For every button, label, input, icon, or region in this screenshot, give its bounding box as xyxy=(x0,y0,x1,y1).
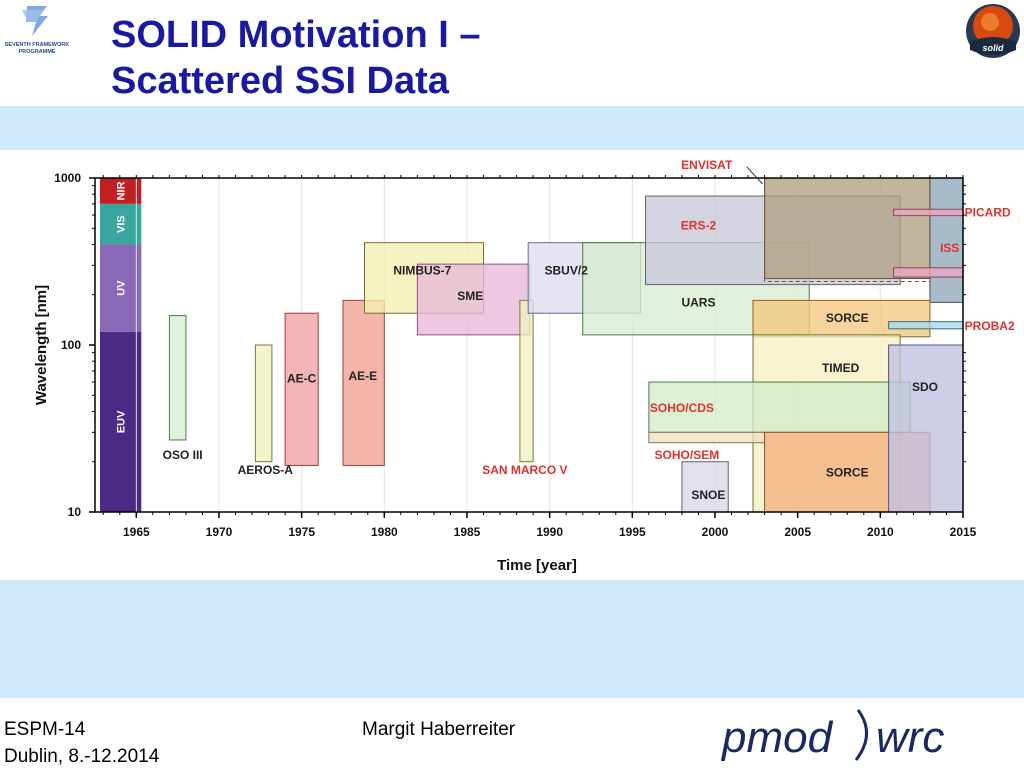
mission-bar-unlabeled-11 xyxy=(929,177,964,303)
fp7-label-line2: PROGRAMME xyxy=(19,49,56,55)
mission-label-ae-e-3: AE-E xyxy=(349,369,378,383)
pmod-wrc-logo: pmod wrc xyxy=(720,702,960,766)
y-tick-label-100: 100 xyxy=(61,338,81,352)
mission-bar-soho-sem-15 xyxy=(648,431,766,444)
pmod-logo-text: pmod xyxy=(720,713,834,762)
mission-label-sorce-17: SORCE xyxy=(826,466,869,480)
mission-bar-sdo-18 xyxy=(888,344,964,513)
solid-logo-text: solid xyxy=(982,43,1004,53)
footer-author: Margit Haberreiter xyxy=(362,719,516,740)
spectral-band-vis xyxy=(99,203,142,245)
mission-label-timed-13: TIMED xyxy=(822,361,860,375)
y-tick-label-1000: 1000 xyxy=(54,171,81,185)
spectral-band-label-nir: NIR xyxy=(116,181,128,200)
fp7-logo: SEVENTH FRAMEWORK PROGRAMME xyxy=(2,2,72,62)
mission-label-soho-cds-14: SOHO/CDS xyxy=(650,401,714,415)
envisat-leader-line xyxy=(746,166,763,185)
x-tick-label-2000: 2000 xyxy=(702,525,729,539)
bottom-band xyxy=(0,580,1024,698)
mission-label-iss-21: ISS xyxy=(940,241,959,255)
x-tick-label-2010: 2010 xyxy=(867,525,894,539)
wrc-logo-text: wrc xyxy=(876,713,944,762)
x-tick-label-1970: 1970 xyxy=(206,525,233,539)
mission-bar-aeros-a-1 xyxy=(254,344,273,463)
footer-left: ESPM-14 Dublin, 8.-12.2014 xyxy=(4,716,159,770)
y-tick-label-10: 10 xyxy=(68,505,82,519)
title-line-1: SOLID Motivation I – xyxy=(111,14,481,56)
spectral-band-euv xyxy=(99,331,142,512)
spectral-band-uv xyxy=(99,244,142,332)
spectral-band-label-euv: EUV xyxy=(116,410,128,433)
mission-bar-san-marco-v-6 xyxy=(519,299,534,463)
y-axis-label: Wavelength [nm] xyxy=(33,285,50,405)
mission-bar-proba2-22 xyxy=(888,321,964,330)
mission-label-proba2-22: PROBA2 xyxy=(965,319,1015,333)
mission-bar-sorce-12 xyxy=(752,299,931,338)
mission-label-ae-c-2: AE-C xyxy=(287,372,317,386)
mission-bar-envisat-19 xyxy=(764,177,931,283)
mission-label-san-marco-v-6: SAN MARCO V xyxy=(482,463,567,477)
mission-bar-unlabeled-10 xyxy=(764,177,931,280)
mission-bar-soho-cds-14 xyxy=(648,381,911,433)
mission-label-uars-8: UARS xyxy=(681,295,715,309)
footer-location-date: Dublin, 8.-12.2014 xyxy=(4,746,160,767)
mission-bar-sme-5 xyxy=(416,263,531,336)
x-tick-label-1995: 1995 xyxy=(619,525,646,539)
x-tick-label-1980: 1980 xyxy=(371,525,398,539)
x-tick-label-2005: 2005 xyxy=(784,525,811,539)
mission-label-snoe-16: SNOE xyxy=(691,488,725,502)
mission-label-aeros-a-1: AEROS-A xyxy=(238,463,294,477)
spectral-band-nir xyxy=(99,178,142,204)
spectral-band-label-uv: UV xyxy=(116,280,128,296)
x-tick-label-1975: 1975 xyxy=(288,525,315,539)
footer-conference: ESPM-14 xyxy=(4,719,86,740)
x-tick-label-1965: 1965 xyxy=(123,525,150,539)
mission-label-sme-5: SME xyxy=(457,289,483,303)
slide-title: SOLID Motivation I – Scattered SSI Data xyxy=(111,12,711,104)
mission-label-envisat-19: ENVISAT xyxy=(681,158,733,172)
solid-logo: solid xyxy=(964,2,1022,60)
top-band xyxy=(0,106,1024,150)
mission-label-oso-iii-0: OSO III xyxy=(163,448,203,462)
mission-label-sdo-18: SDO xyxy=(912,380,938,394)
mission-bar-ae-e-3 xyxy=(342,299,385,466)
mission-label-sorce-12: SORCE xyxy=(826,311,869,325)
x-tick-label-1985: 1985 xyxy=(454,525,481,539)
mission-bar-iss-21 xyxy=(893,267,964,278)
mission-label-sbuv-2-7: SBUV/2 xyxy=(545,263,589,277)
mission-label-ers-2-9: ERS-2 xyxy=(681,218,717,232)
spectral-band-label-vis: VIS xyxy=(116,215,128,233)
mission-bar-picard-20 xyxy=(893,208,964,217)
chart-area: EUV UV VIS NIR Time [year] Wavelength [nm] … xyxy=(2,150,1022,580)
mission-label-picard-20: PICARD xyxy=(965,206,1011,220)
mission-bar-snoe-16 xyxy=(681,461,729,513)
fp7-label-line1: SEVENTH FRAMEWORK xyxy=(5,42,70,48)
mission-bar-oso-iii-0 xyxy=(168,315,187,441)
x-tick-label-2015: 2015 xyxy=(950,525,977,539)
x-tick-label-1990: 1990 xyxy=(536,525,563,539)
x-axis-label: Time [year] xyxy=(497,557,577,574)
mission-bar-ae-c-2 xyxy=(284,312,319,466)
mission-label-nimbus-7-4: NIMBUS-7 xyxy=(393,263,451,277)
mission-label-soho-sem-15: SOHO/SEM xyxy=(655,448,720,462)
title-line-2: Scattered SSI Data xyxy=(111,60,449,102)
